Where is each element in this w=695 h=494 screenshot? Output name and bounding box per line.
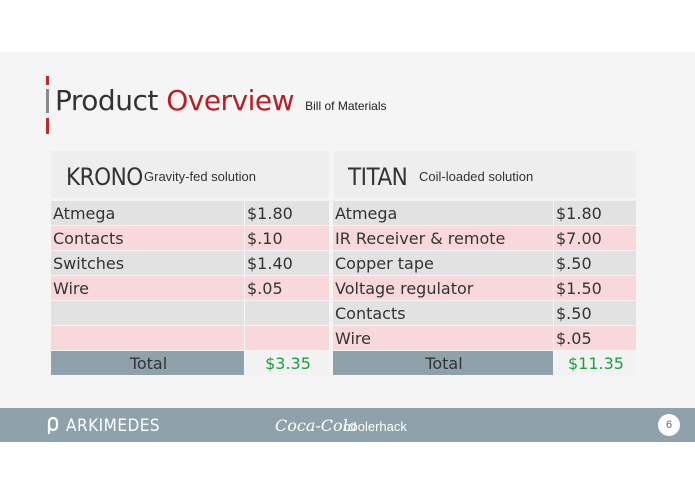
price-cell: $.50 xyxy=(554,251,637,276)
total-row: Total $11.35 xyxy=(333,351,637,376)
item-cell xyxy=(51,301,245,326)
footer-bar: ARKIMEDES Coca-Cola coolerhack 6 xyxy=(0,408,695,442)
total-row: Total $3.35 xyxy=(51,351,330,376)
slide-title: Product Overview Bill of Materials xyxy=(55,84,387,117)
price-cell: $1.40 xyxy=(245,251,330,276)
price-cell xyxy=(245,326,330,351)
coca-cola-logo: Coca-Cola xyxy=(275,416,358,435)
table-row: IR Receiver & remote $7.00 xyxy=(333,226,637,251)
table-row: Atmega $1.80 xyxy=(51,201,330,226)
table-row xyxy=(51,301,330,326)
total-label: Total xyxy=(333,351,554,376)
krono-name: KRONO xyxy=(66,163,143,191)
titan-table: Atmega $1.80 IR Receiver & remote $7.00 Co… xyxy=(333,201,637,376)
item-cell xyxy=(51,326,245,351)
titan-description: Coil-loaded solution xyxy=(419,169,534,184)
item-cell: Contacts xyxy=(333,301,554,326)
item-cell: Switches xyxy=(51,251,245,276)
price-cell xyxy=(245,301,330,326)
titan-header: TITAN Coil-loaded solution xyxy=(334,151,636,198)
item-cell: Copper tape xyxy=(333,251,554,276)
krono-header: KRONO Gravity-fed solution xyxy=(51,151,329,198)
event-name: coolerhack xyxy=(344,419,407,434)
brand-name: ARKIMEDES xyxy=(66,416,161,436)
item-cell: Contacts xyxy=(51,226,245,251)
item-cell: Voltage regulator xyxy=(333,276,554,301)
item-cell: Atmega xyxy=(51,201,245,226)
price-cell: $7.00 xyxy=(554,226,637,251)
price-cell: $1.80 xyxy=(554,201,637,226)
item-cell: Wire xyxy=(51,276,245,301)
price-cell: $.10 xyxy=(245,226,330,251)
table-row xyxy=(51,326,330,351)
accent-bar-middle xyxy=(46,89,49,113)
table-row: Wire $.05 xyxy=(333,326,637,351)
item-cell: Atmega xyxy=(333,201,554,226)
total-value: $11.35 xyxy=(554,351,637,376)
price-cell: $.50 xyxy=(554,301,637,326)
total-label: Total xyxy=(51,351,245,376)
accent-bar-bottom xyxy=(46,118,49,134)
item-cell: Wire xyxy=(333,326,554,351)
titan-name: TITAN xyxy=(348,163,408,191)
price-cell: $1.50 xyxy=(554,276,637,301)
table-row: Copper tape $.50 xyxy=(333,251,637,276)
table-row: Wire $.05 xyxy=(51,276,330,301)
krono-table: Atmega $1.80 Contacts $.10 Switches $1.40 W… xyxy=(51,201,330,376)
krono-description: Gravity-fed solution xyxy=(144,169,256,184)
price-cell: $1.80 xyxy=(245,201,330,226)
total-value: $3.35 xyxy=(245,351,330,376)
price-cell: $.05 xyxy=(554,326,637,351)
arkimedes-logo-icon xyxy=(46,415,60,435)
title-main: Product xyxy=(55,84,167,117)
table-row: Contacts $.10 xyxy=(51,226,330,251)
table-row: Contacts $.50 xyxy=(333,301,637,326)
item-cell: IR Receiver & remote xyxy=(333,226,554,251)
table-row: Voltage regulator $1.50 xyxy=(333,276,637,301)
table-row: Atmega $1.80 xyxy=(333,201,637,226)
accent-bar-top xyxy=(46,76,49,85)
price-cell: $.05 xyxy=(245,276,330,301)
page-number: 6 xyxy=(658,414,680,436)
title-accent: Overview xyxy=(166,84,295,117)
table-row: Switches $1.40 xyxy=(51,251,330,276)
title-subtitle: Bill of Materials xyxy=(305,99,387,113)
